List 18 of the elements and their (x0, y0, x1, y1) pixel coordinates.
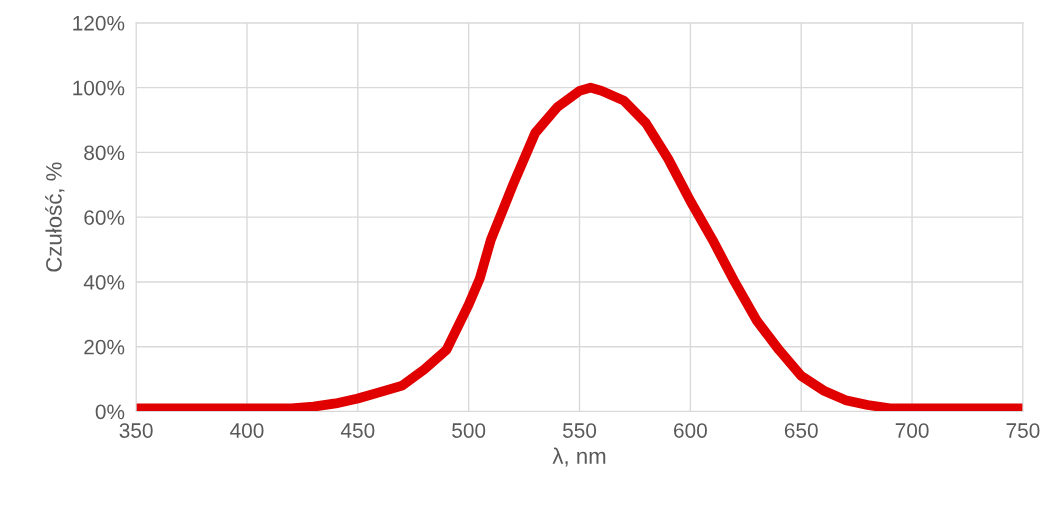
x-tick-label: 600 (674, 423, 707, 438)
y-tick-label: 80% (84, 145, 125, 161)
x-tick-label: 750 (1006, 423, 1040, 438)
x-tick-label: 400 (230, 423, 264, 438)
y-tick-label: 20% (84, 339, 125, 355)
x-tick-label: 650 (784, 423, 818, 438)
y-axis-title: Czułość, % (45, 162, 65, 272)
x-tick-label: 550 (562, 423, 597, 438)
x-axis-title: λ, nm (552, 447, 606, 467)
y-tick-label: 120% (73, 15, 125, 31)
y-tick-label: 60% (84, 210, 125, 225)
y-tick-label: 100% (73, 80, 125, 96)
y-tick-label: 0% (95, 404, 125, 420)
y-tick-label: 40% (83, 274, 125, 290)
x-tick-label: 700 (895, 423, 929, 438)
x-tick-label: 350 (119, 423, 153, 438)
x-tick-label: 500 (452, 423, 486, 438)
x-tick-label: 450 (340, 423, 375, 438)
